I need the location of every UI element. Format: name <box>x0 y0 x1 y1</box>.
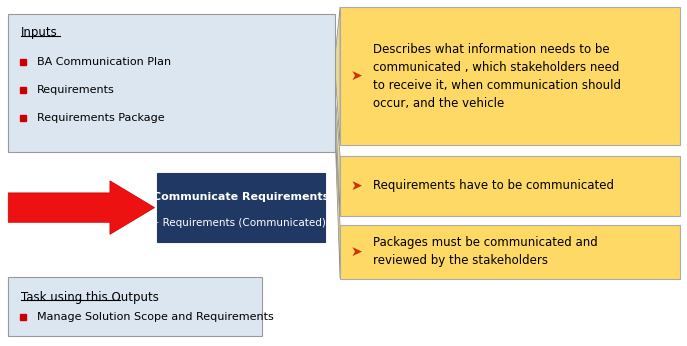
Text: Inputs: Inputs <box>21 26 57 39</box>
Text: BA Communication Plan: BA Communication Plan <box>37 57 171 67</box>
Polygon shape <box>335 88 340 216</box>
FancyBboxPatch shape <box>340 156 680 216</box>
FancyBboxPatch shape <box>8 14 335 152</box>
Text: Requirements: Requirements <box>37 85 115 95</box>
Text: · Requirements (Communicated): · Requirements (Communicated) <box>156 218 326 228</box>
FancyBboxPatch shape <box>8 277 262 336</box>
FancyBboxPatch shape <box>340 225 680 279</box>
Text: Packages must be communicated and
reviewed by the stakeholders: Packages must be communicated and review… <box>373 236 598 267</box>
Text: ➤: ➤ <box>350 245 362 259</box>
Text: Describes what information needs to be
communicated , which stakeholders need
to: Describes what information needs to be c… <box>373 43 621 110</box>
Text: Task using this Outputs: Task using this Outputs <box>21 291 159 304</box>
Polygon shape <box>335 116 340 279</box>
Text: Communicate Requirements: Communicate Requirements <box>153 192 329 202</box>
Text: ➤: ➤ <box>350 69 362 83</box>
Polygon shape <box>335 7 340 145</box>
FancyBboxPatch shape <box>340 7 680 145</box>
Text: ➤: ➤ <box>350 179 362 193</box>
Text: Manage Solution Scope and Requirements: Manage Solution Scope and Requirements <box>37 312 274 321</box>
Text: Requirements Package: Requirements Package <box>37 113 165 122</box>
FancyBboxPatch shape <box>157 173 325 242</box>
Polygon shape <box>8 181 155 235</box>
Text: Requirements have to be communicated: Requirements have to be communicated <box>373 180 614 192</box>
